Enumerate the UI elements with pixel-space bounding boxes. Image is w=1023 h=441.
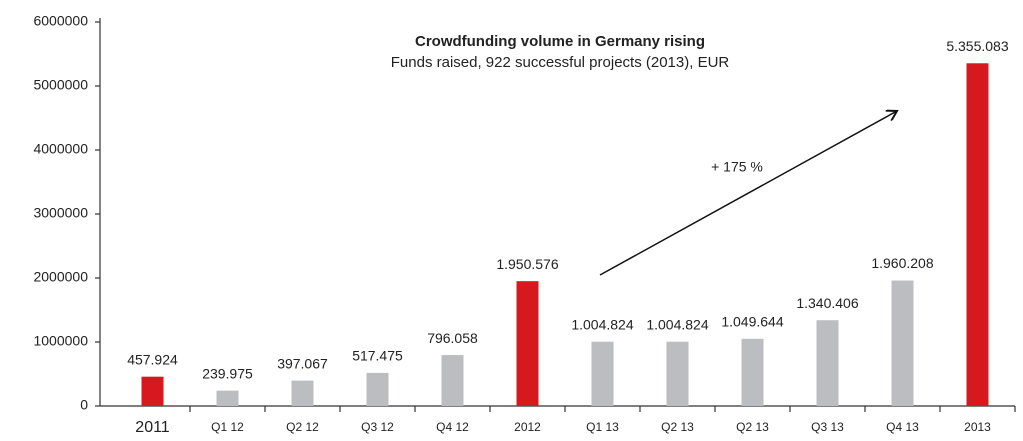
y-tick-label: 4000000 <box>33 141 88 157</box>
bar <box>966 63 989 406</box>
bar <box>216 390 239 406</box>
x-tick-label: Q4 12 <box>436 420 469 434</box>
y-tick-label: 6000000 <box>33 13 88 29</box>
bar <box>666 341 689 406</box>
y-tick-label: 2000000 <box>33 269 88 285</box>
value-label: 796.058 <box>427 330 478 346</box>
value-label: 1.950.576 <box>496 256 558 272</box>
chart-title: Crowdfunding volume in Germany rising <box>415 33 705 50</box>
x-tick-label: Q4 13 <box>886 420 919 434</box>
y-tick-label: 1000000 <box>33 333 88 349</box>
trend-arrow <box>599 111 897 276</box>
x-tick-label: Q1 13 <box>586 420 619 434</box>
value-label: 397.067 <box>277 355 328 371</box>
bar <box>741 338 764 406</box>
bar <box>891 280 914 406</box>
value-label: 5.355.083 <box>946 38 1008 54</box>
bar <box>141 376 164 406</box>
bar <box>366 372 389 406</box>
x-tick-label: Q3 12 <box>361 420 394 434</box>
y-tick-label: 0 <box>80 397 88 413</box>
bar <box>816 320 839 406</box>
value-label: 1.340.406 <box>796 295 858 311</box>
bar <box>591 341 614 406</box>
x-tick-label: Q2 13 <box>661 420 694 434</box>
y-tick-label: 5000000 <box>33 77 88 93</box>
annotation: + 175 % <box>711 159 763 175</box>
chart-subtitle: Funds raised, 922 successful projects (2… <box>391 54 730 71</box>
value-label: 1.004.824 <box>646 316 708 332</box>
value-label: 1.049.644 <box>721 314 783 330</box>
value-label: 517.475 <box>352 348 403 364</box>
value-label: 1.004.824 <box>571 316 633 332</box>
bar <box>441 355 464 406</box>
x-tick-label: Q2 12 <box>286 420 319 434</box>
x-tick-label: Q2 13 <box>736 420 769 434</box>
x-tick-label: 2011 <box>135 419 170 436</box>
y-tick-label: 3000000 <box>33 205 88 221</box>
bar <box>291 380 314 406</box>
value-label: 457.924 <box>127 351 178 367</box>
value-label: 239.975 <box>202 365 253 381</box>
x-tick-label: Q3 13 <box>811 420 844 434</box>
x-tick-label: 2012 <box>514 420 541 434</box>
value-label: 1.960.208 <box>871 255 933 271</box>
bar <box>516 281 539 406</box>
x-tick-label: 2013 <box>964 420 991 434</box>
x-tick-label: Q1 12 <box>211 420 244 434</box>
